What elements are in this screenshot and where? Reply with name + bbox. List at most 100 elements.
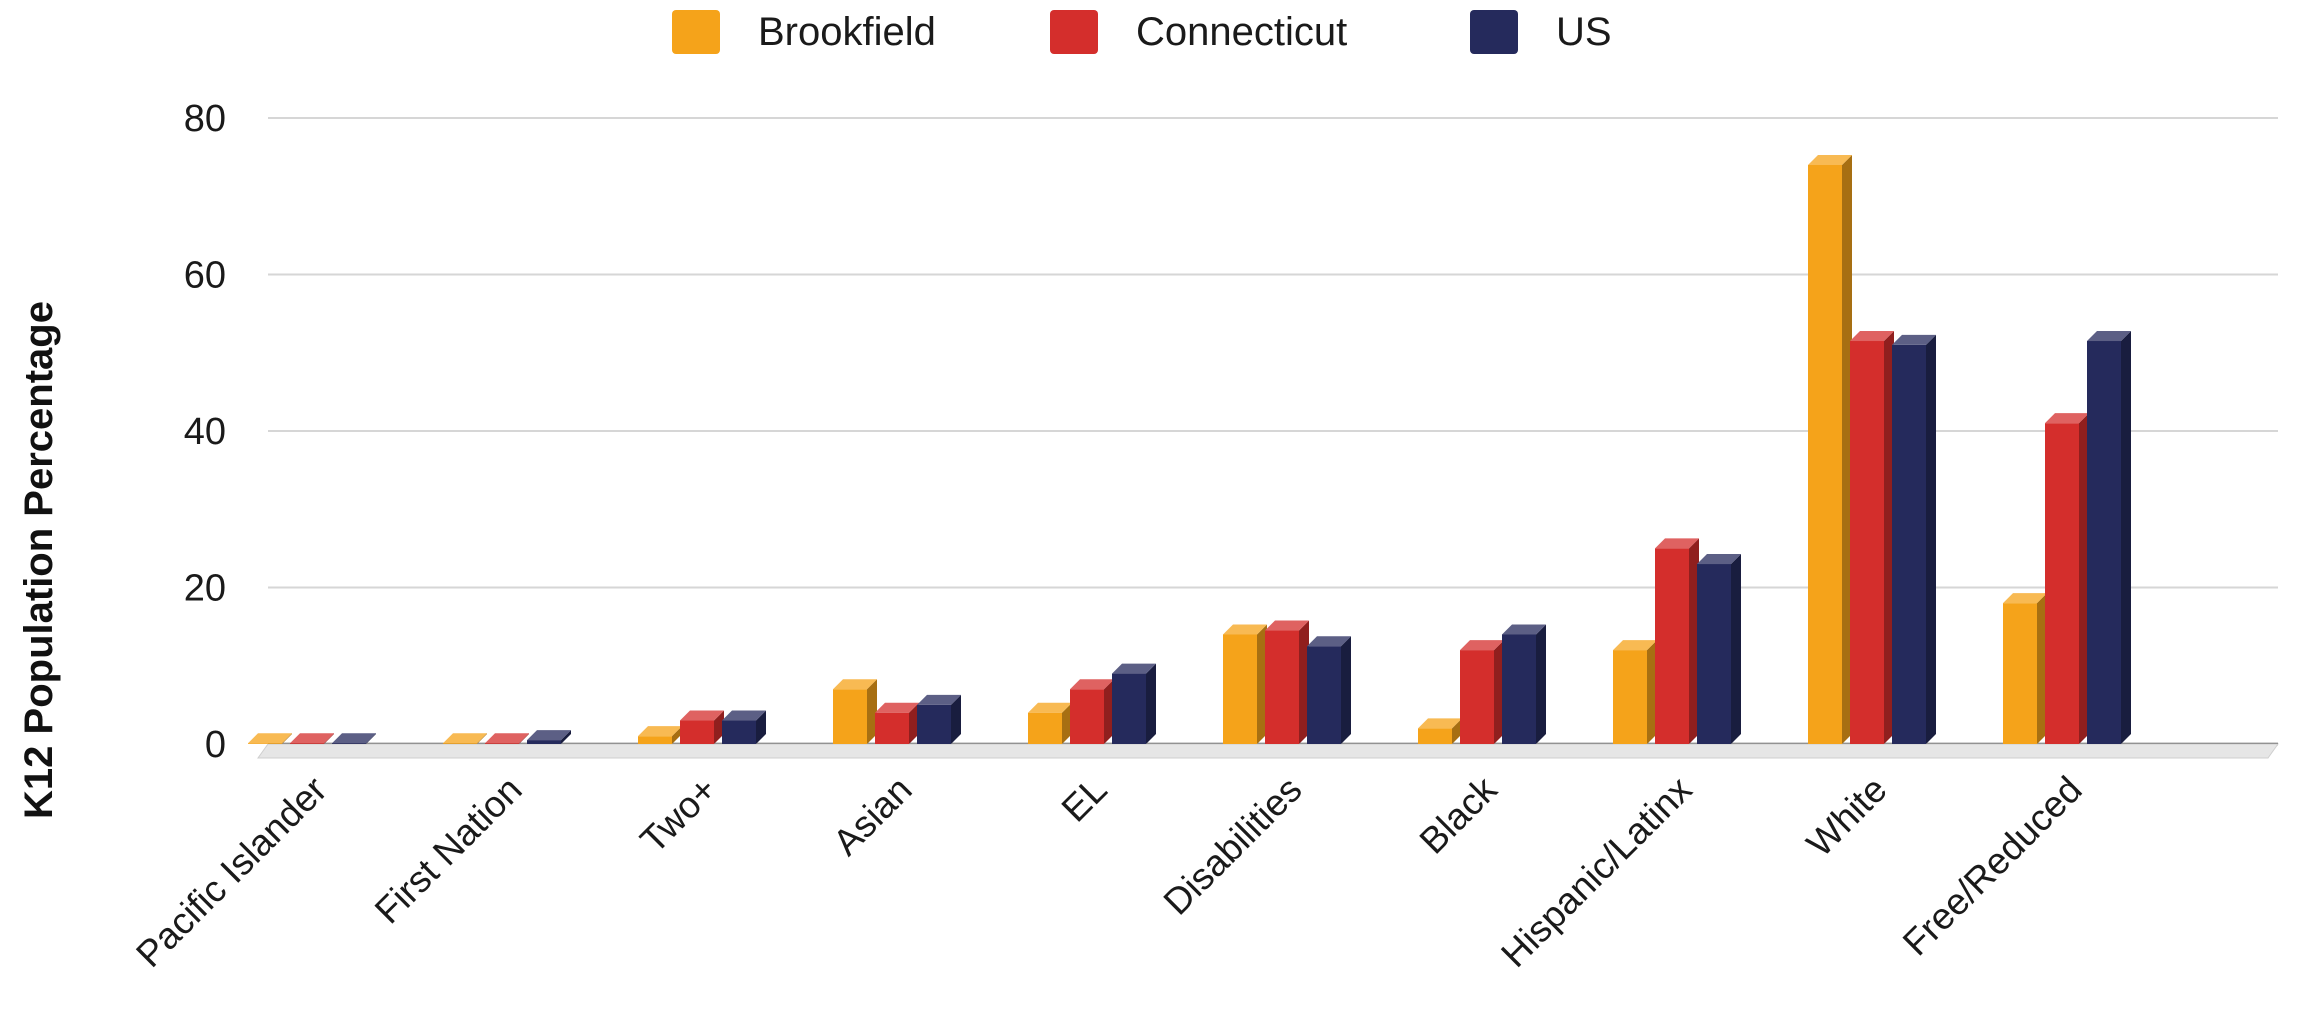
bar-brookfield-white <box>1808 154 1852 744</box>
bar-top <box>1307 636 1351 647</box>
y-axis-ticks: 0 20 40 60 80 <box>184 98 226 766</box>
bar-side <box>1062 702 1072 744</box>
bar-side <box>2079 413 2089 744</box>
bar-side <box>366 733 376 744</box>
bar-top <box>443 733 487 744</box>
bar-brookfield-disabilities <box>1223 624 1267 744</box>
bar-top <box>1112 663 1156 674</box>
bar-front <box>332 743 366 744</box>
legend-swatch <box>1470 10 1518 54</box>
bar-side <box>1146 663 1156 744</box>
bar-brookfield-el <box>1028 702 1072 744</box>
bar-side <box>867 679 877 744</box>
y-axis-title: K12 Population Percentage <box>17 301 61 819</box>
bar-side <box>2037 593 2047 744</box>
bar-top <box>1613 640 1657 651</box>
bar-front <box>917 704 951 744</box>
bar-connecticut-pacific-islander <box>290 733 334 744</box>
bar-side <box>909 702 919 744</box>
bar-side <box>519 733 529 744</box>
bar-top <box>2045 413 2089 424</box>
bar-front <box>248 743 282 744</box>
bar-top <box>1655 538 1699 549</box>
x-axis-labels: Pacific Islander First Nation Two+ Asian EL D… <box>128 768 2089 975</box>
bar-front <box>1808 164 1842 744</box>
bar-brookfield-asian <box>833 679 877 744</box>
floor-plane <box>257 743 2279 759</box>
bar-side <box>1884 331 1894 744</box>
bar-connecticut-first-nation <box>485 733 529 744</box>
y-tick-label: 80 <box>184 98 226 140</box>
bar-brookfield-hispanic-latinx <box>1613 640 1657 744</box>
bar-front <box>2087 341 2121 744</box>
y-tick-label: 40 <box>184 411 226 453</box>
y-tick-label: 0 <box>205 724 226 766</box>
bar-us-white <box>1892 334 1936 744</box>
bar-front <box>680 720 714 744</box>
bar-side <box>672 726 682 744</box>
bar-connecticut-white <box>1850 331 1894 744</box>
bars <box>248 154 2131 744</box>
bar-front <box>2003 603 2037 744</box>
bar-side <box>1341 636 1351 744</box>
bar-front <box>875 712 909 744</box>
bar-top <box>917 694 961 705</box>
bar-connecticut-el <box>1070 679 1114 744</box>
bar-front <box>1418 728 1452 744</box>
legend: Brookfield Connecticut US <box>672 10 1612 54</box>
bar-top <box>332 733 376 744</box>
bar-connecticut-black <box>1460 640 1504 744</box>
bar-us-pacific-islander <box>332 733 376 744</box>
legend-swatch <box>1050 10 1098 54</box>
y-tick-label: 20 <box>184 568 226 610</box>
bar-side <box>1536 624 1546 744</box>
y-tick-label: 60 <box>184 255 226 297</box>
bar-top <box>248 733 292 744</box>
bar-brookfield-black <box>1418 718 1462 744</box>
bar-side <box>714 710 724 744</box>
bar-top <box>1418 718 1462 729</box>
bar-front <box>1655 548 1689 744</box>
bar-front <box>1892 344 1926 744</box>
bar-side <box>1647 640 1657 744</box>
bar-front <box>1307 646 1341 744</box>
bar-front <box>1070 689 1104 744</box>
bar-side <box>477 733 487 744</box>
bar-side <box>1689 538 1699 744</box>
bar-connecticut-free-reduced <box>2045 413 2089 744</box>
bar-top <box>1808 154 1852 165</box>
bar-side <box>2121 331 2131 744</box>
bar-us-two- <box>722 710 766 744</box>
bar-top <box>1850 331 1894 342</box>
legend-label: Brookfield <box>758 10 936 54</box>
x-category-label: Asian <box>825 769 919 863</box>
bar-top <box>527 730 571 741</box>
bar-us-hispanic-latinx <box>1697 554 1741 744</box>
bar-us-free-reduced <box>2087 331 2131 744</box>
bar-front <box>1223 634 1257 744</box>
bar-brookfield-two- <box>638 726 682 744</box>
bar-side <box>561 730 571 744</box>
bar-front <box>1460 650 1494 744</box>
bar-top <box>833 679 877 690</box>
bar-front <box>833 689 867 744</box>
bar-side <box>1731 554 1741 744</box>
bar-connecticut-hispanic-latinx <box>1655 538 1699 744</box>
bar-top <box>1070 679 1114 690</box>
bar-us-asian <box>917 694 961 744</box>
x-category-label: EL <box>1054 769 1115 830</box>
bar-side <box>1842 154 1852 744</box>
bar-front <box>290 743 324 744</box>
legend-swatch <box>672 10 720 54</box>
bar-front <box>485 743 519 744</box>
legend-label: US <box>1556 10 1612 54</box>
bar-front <box>1265 630 1299 744</box>
bar-top <box>1223 624 1267 635</box>
bar-side <box>951 694 961 744</box>
x-category-label: First Nation <box>367 769 530 932</box>
bar-side <box>282 733 292 744</box>
bar-top <box>722 710 766 721</box>
bar-us-el <box>1112 663 1156 744</box>
bar-front <box>638 736 672 744</box>
